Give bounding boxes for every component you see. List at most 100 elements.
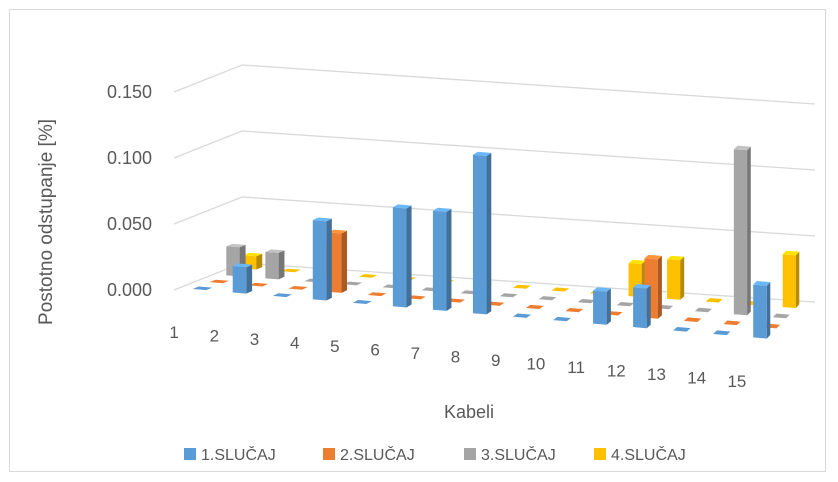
x-tick-label: 11 bbox=[567, 358, 585, 377]
bar-1sluaj-3-marker bbox=[272, 293, 292, 298]
bar-1sluaj-12 bbox=[633, 284, 651, 329]
bar-top-face bbox=[472, 151, 492, 156]
x-tick-label: 5 bbox=[330, 337, 339, 356]
legend-item: 4.SLUČAJ bbox=[594, 445, 686, 464]
bar-side-face bbox=[606, 288, 611, 325]
bar-side-face bbox=[326, 218, 332, 301]
bar-front-face bbox=[593, 290, 607, 325]
x-tick-label: 10 bbox=[526, 355, 545, 374]
bar-side-face bbox=[278, 250, 285, 280]
bar-1sluaj-5-marker bbox=[352, 300, 372, 304]
x-tick-label: 2 bbox=[210, 326, 219, 345]
bar-front-face bbox=[392, 207, 407, 308]
legend-label: 2.SLUČAJ bbox=[340, 445, 415, 464]
bar-2sluaj-1-marker bbox=[209, 279, 229, 284]
bar-top-face bbox=[243, 252, 263, 257]
bar-top-face bbox=[328, 229, 348, 234]
x-tick-label: 14 bbox=[687, 369, 706, 388]
x-tick-label: 4 bbox=[290, 333, 299, 352]
bar-3sluaj-10-marker bbox=[577, 299, 596, 304]
x-tick-label: 8 bbox=[451, 348, 460, 367]
bar-top-face bbox=[232, 263, 253, 268]
legend-swatch bbox=[184, 448, 196, 460]
bar-4sluaj-15 bbox=[782, 250, 800, 309]
bar-top-face bbox=[226, 243, 246, 248]
bar-3sluaj-4-marker bbox=[343, 281, 363, 286]
bar-front-face bbox=[633, 287, 647, 329]
bar-1sluaj-4 bbox=[312, 217, 332, 301]
bar-3sluaj-8-marker bbox=[499, 293, 518, 298]
legend-item: 1.SLUČAJ bbox=[184, 445, 276, 464]
bar-2sluaj-2-marker bbox=[249, 282, 269, 287]
bar-2sluaj-14-marker bbox=[723, 320, 741, 326]
bar-top-face bbox=[667, 255, 685, 261]
legend-item: 3.SLUČAJ bbox=[464, 445, 556, 464]
x-tick-labels: 1 2 3 4 5 6 7 8 9 10 11 12 13 14 15 bbox=[169, 323, 746, 391]
legend-swatch bbox=[464, 448, 476, 460]
bar-side-face bbox=[486, 152, 492, 315]
bar-3sluaj-9-marker bbox=[538, 296, 557, 301]
bar-side-face bbox=[766, 282, 771, 339]
bar-side-face bbox=[406, 205, 412, 308]
bar-side-face bbox=[795, 251, 800, 309]
bar-top-face bbox=[753, 280, 771, 286]
bar-top-face bbox=[628, 259, 646, 265]
bar-1sluaj-8 bbox=[472, 151, 492, 315]
legend-label: 1.SLUČAJ bbox=[201, 445, 276, 464]
bar-1sluaj-7 bbox=[432, 207, 452, 311]
x-tick-label: 1 bbox=[169, 323, 178, 342]
bar-1sluaj-13-marker bbox=[673, 327, 691, 332]
bar-1sluaj-6 bbox=[392, 204, 412, 308]
bar-2sluaj-13-marker bbox=[683, 317, 702, 322]
bar-front-face bbox=[312, 220, 327, 301]
bar-1sluaj-2 bbox=[232, 263, 253, 294]
bar-4sluaj-2-marker bbox=[281, 268, 301, 273]
legend-item: 2.SLUČAJ bbox=[323, 445, 415, 464]
bar-side-face bbox=[256, 253, 263, 270]
bar-front-face bbox=[782, 254, 796, 309]
y-axis-title: Postotno odstupanje [%] bbox=[36, 119, 57, 325]
bar-side-face bbox=[657, 255, 662, 319]
bar-top-face bbox=[312, 217, 332, 222]
x-tick-label: 12 bbox=[607, 362, 626, 381]
bar-1sluaj-10-marker bbox=[553, 316, 572, 322]
legend-label: 3.SLUČAJ bbox=[481, 445, 556, 464]
bar-1sluaj-15 bbox=[753, 280, 771, 339]
bar-front-face bbox=[265, 251, 279, 280]
x-tick-label: 3 bbox=[250, 330, 259, 349]
bar-3sluaj-14 bbox=[733, 145, 751, 316]
y-tick-labels: 0.000 0.050 0.100 0.150 bbox=[107, 82, 152, 300]
bar-3sluaj-13-marker bbox=[694, 307, 712, 313]
x-tick-label: 7 bbox=[411, 344, 420, 363]
x-axis-title: Kabeli bbox=[444, 402, 494, 422]
bar-top-face bbox=[644, 254, 662, 260]
bar-top-face bbox=[782, 250, 800, 256]
gridline bbox=[173, 196, 816, 237]
y-tick-label: 0.150 bbox=[107, 82, 152, 102]
bar-side-face bbox=[341, 230, 348, 293]
legend-label: 4.SLUČAJ bbox=[611, 445, 686, 464]
bar-top-face bbox=[593, 287, 611, 292]
y-tick-label: 0.100 bbox=[107, 148, 152, 168]
bar-3sluaj-11-marker bbox=[616, 301, 635, 307]
x-tick-label: 6 bbox=[370, 340, 379, 359]
legend: 1.SLUČAJ 2.SLUČAJ 3.SLUČAJ 4.SLUČAJ bbox=[184, 445, 686, 464]
bar-side-face bbox=[246, 264, 253, 294]
bar-4sluaj-4-marker bbox=[358, 274, 378, 278]
bar-2sluaj-9-marker bbox=[525, 304, 544, 310]
bar-3sluaj-15-marker bbox=[772, 313, 790, 319]
bar-top-face bbox=[733, 145, 751, 151]
x-tick-label: 15 bbox=[727, 372, 746, 391]
x-tick-label: 9 bbox=[491, 351, 500, 370]
bar-front-face bbox=[432, 210, 447, 311]
bar-2sluaj-10-marker bbox=[565, 307, 584, 313]
bar-4sluaj-9-marker bbox=[551, 287, 570, 292]
bar-1sluaj-1-marker bbox=[192, 286, 213, 291]
bar-front-face bbox=[232, 266, 247, 294]
bar-1sluaj-9-marker bbox=[512, 313, 532, 318]
bar-1sluaj-14-marker bbox=[713, 330, 731, 336]
y-tick-label: 0.050 bbox=[107, 214, 152, 234]
bar-front-face bbox=[733, 149, 748, 316]
legend-swatch bbox=[323, 448, 335, 460]
